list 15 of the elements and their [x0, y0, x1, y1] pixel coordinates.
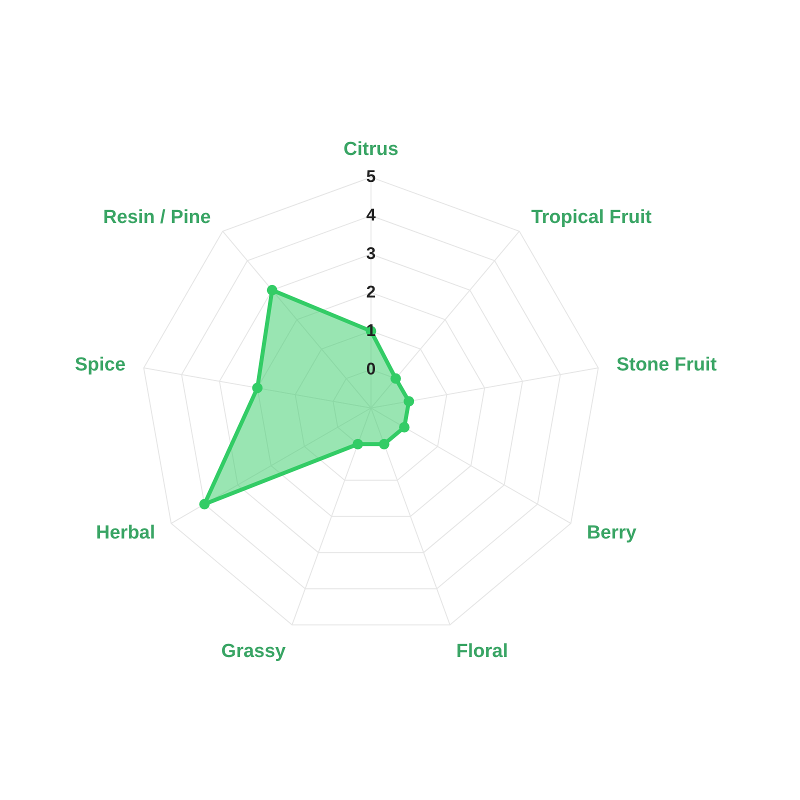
- y-tick-label: 1: [366, 321, 376, 340]
- spoke-label: Tropical Fruit: [531, 207, 652, 228]
- y-tick-label: 4: [366, 206, 376, 225]
- spoke-label: Stone Fruit: [616, 354, 718, 376]
- spoke-label: Berry: [586, 522, 637, 544]
- y-tick-label: 2: [366, 282, 376, 302]
- y-tick-label: 5: [366, 167, 376, 186]
- spoke-label: Grassy: [221, 641, 286, 662]
- y-tick-label: 3: [366, 244, 376, 264]
- spoke-label: Herbal: [96, 522, 156, 544]
- spoke-label: Spice: [74, 354, 126, 376]
- spoke-label: Citrus: [344, 138, 398, 160]
- spoke-label: Floral: [456, 641, 508, 662]
- y-tick-label: 0: [366, 360, 376, 379]
- spoke-label: Resin / Pine: [103, 207, 211, 228]
